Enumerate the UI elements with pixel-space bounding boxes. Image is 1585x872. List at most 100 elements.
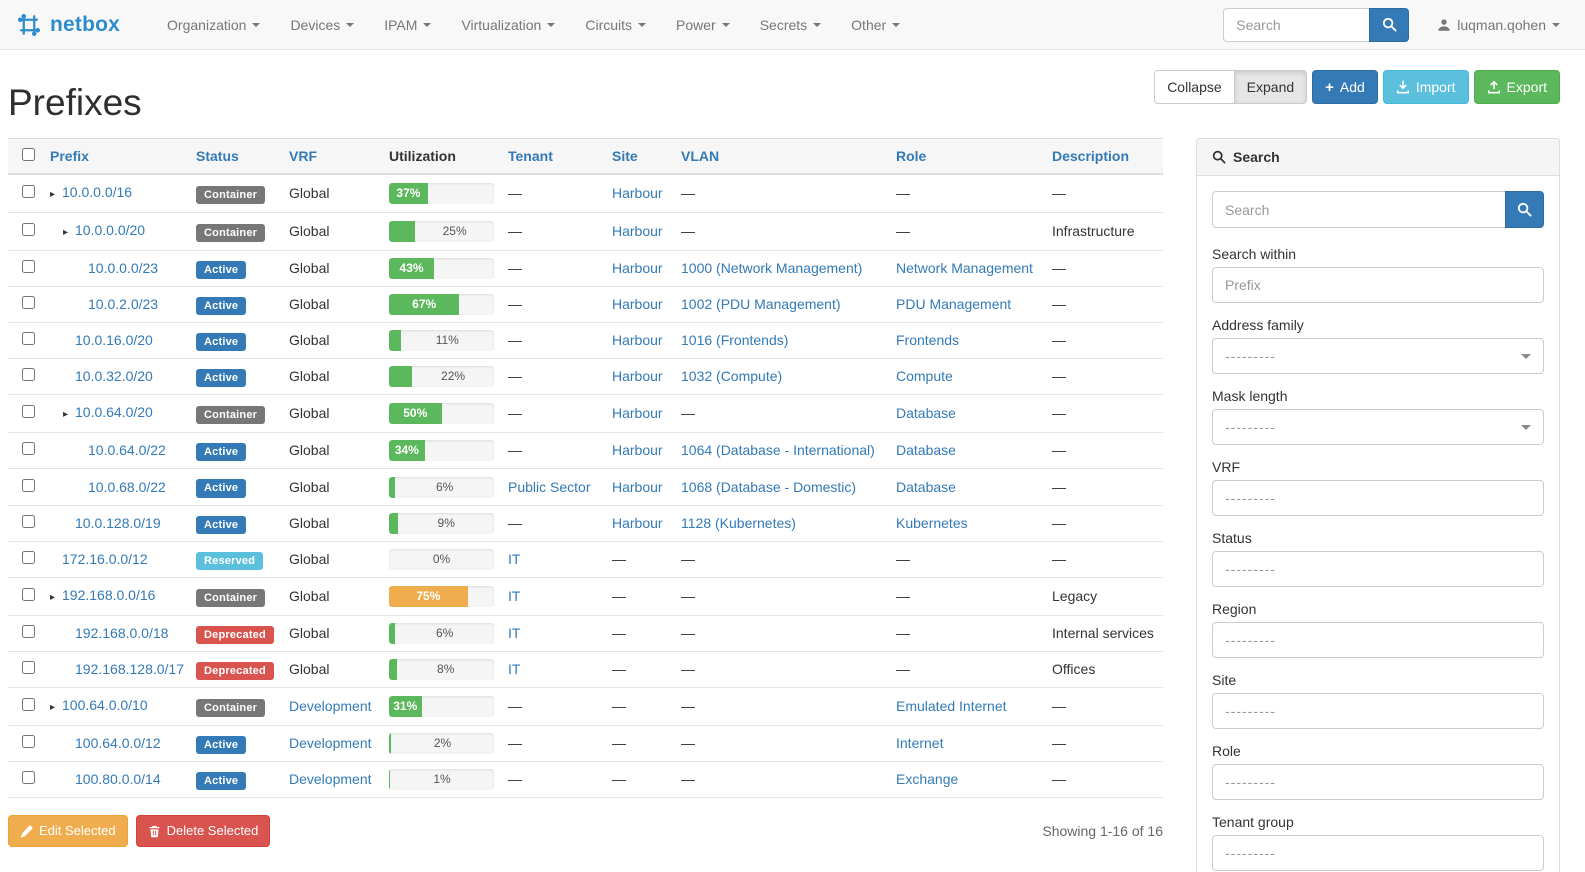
nav-item-virtualization[interactable]: Virtualization [446,0,570,50]
nav-item-devices[interactable]: Devices [275,0,369,50]
tenant-link[interactable]: IT [508,660,521,677]
role-link[interactable]: Network Management [896,260,1033,277]
prefix-link[interactable]: 172.16.0.0/12 [62,550,148,567]
filter-select-tenant-group[interactable]: --------- [1212,835,1544,871]
vlan-link[interactable]: 1068 (Database - Domestic) [681,478,857,495]
role-link[interactable]: Emulated Internet [896,697,1007,714]
netbox-logo[interactable]: netbox [15,11,120,39]
row-checkbox[interactable] [22,514,35,528]
row-checkbox[interactable] [22,332,35,346]
vrf-link[interactable]: Development [289,771,372,788]
user-menu[interactable]: luqman.qohen [1437,17,1560,33]
column-sort-status[interactable]: Status [196,148,239,164]
column-sort-site[interactable]: Site [612,148,638,164]
site-link[interactable]: Harbour [612,478,663,495]
prefix-link[interactable]: 10.0.68.0/22 [88,478,166,495]
tenant-link[interactable]: Public Sector [508,478,591,495]
site-link[interactable]: Harbour [612,442,663,459]
vlan-link[interactable]: 1032 (Compute) [681,368,783,385]
filter-select-role[interactable]: --------- [1212,764,1544,800]
row-checkbox[interactable] [22,223,35,236]
column-sort-role[interactable]: Role [896,148,927,164]
navbar-search-button[interactable] [1369,7,1410,42]
nav-item-circuits[interactable]: Circuits [570,0,661,50]
prefix-link[interactable]: 10.0.16.0/20 [75,332,153,349]
sidebar-search-input[interactable] [1212,191,1505,228]
row-checkbox[interactable] [22,660,35,674]
nav-item-ipam[interactable]: IPAM [369,0,446,50]
expand-button[interactable]: Expand [1234,70,1308,104]
prefix-link[interactable]: 10.0.64.0/22 [88,442,166,459]
nav-item-organization[interactable]: Organization [152,0,275,50]
role-link[interactable]: Frontends [896,332,960,349]
add-button[interactable]: + Add [1312,70,1378,104]
row-checkbox[interactable] [22,624,35,638]
site-link[interactable]: Harbour [612,514,663,531]
vlan-link[interactable]: 1002 (PDU Management) [681,296,841,313]
export-button[interactable]: Export [1473,70,1560,104]
nav-item-secrets[interactable]: Secrets [745,0,836,50]
row-checkbox[interactable] [22,771,35,785]
row-checkbox[interactable] [22,587,35,601]
prefix-link[interactable]: 100.64.0.0/12 [75,734,161,751]
site-link[interactable]: Harbour [612,185,663,201]
edit-selected-button[interactable]: Edit Selected [8,815,128,848]
column-sort-prefix[interactable]: Prefix [50,148,89,164]
filter-input-search-within[interactable] [1212,267,1544,303]
role-link[interactable]: Database [896,442,956,459]
row-checkbox[interactable] [22,405,35,419]
column-sort-description[interactable]: Description [1052,148,1130,164]
nav-item-power[interactable]: Power [661,0,745,50]
vlan-link[interactable]: 1016 (Frontends) [681,332,789,349]
row-checkbox[interactable] [22,296,35,310]
role-link[interactable]: Internet [896,734,944,751]
column-sort-tenant[interactable]: Tenant [508,148,553,164]
row-checkbox[interactable] [22,697,35,711]
row-checkbox[interactable] [22,368,35,382]
vlan-link[interactable]: 1000 (Network Management) [681,260,863,277]
vrf-link[interactable]: Development [289,697,372,714]
row-checkbox[interactable] [22,550,35,564]
filter-select-mask-length[interactable]: --------- [1212,409,1544,445]
filter-select-region[interactable]: --------- [1212,622,1544,658]
filter-select-site[interactable]: --------- [1212,693,1544,729]
site-link[interactable]: Harbour [612,260,663,277]
role-link[interactable]: Database [896,478,956,495]
navbar-search-input[interactable] [1223,7,1370,42]
prefix-link[interactable]: 100.80.0.0/14 [75,771,161,788]
prefix-link[interactable]: 192.168.0.0/16 [62,586,156,603]
tenant-link[interactable]: IT [508,624,521,641]
filter-select-vrf[interactable]: --------- [1212,480,1544,516]
row-checkbox[interactable] [22,442,35,456]
column-sort-vrf[interactable]: VRF [289,148,317,164]
role-link[interactable]: Kubernetes [896,514,968,531]
role-link[interactable]: PDU Management [896,296,1012,313]
tenant-link[interactable]: IT [508,587,521,604]
prefix-link[interactable]: 100.64.0.0/10 [62,696,148,713]
nav-item-other[interactable]: Other [836,0,915,50]
prefix-link[interactable]: 10.0.32.0/20 [75,368,153,385]
site-link[interactable]: Harbour [612,296,663,313]
prefix-link[interactable]: 192.168.128.0/17 [75,660,184,677]
row-checkbox[interactable] [22,260,35,274]
role-link[interactable]: Database [896,405,956,422]
prefix-link[interactable]: 10.0.64.0/20 [75,404,153,421]
row-checkbox[interactable] [22,478,35,492]
vlan-link[interactable]: 1128 (Kubernetes) [681,514,796,531]
site-link[interactable]: Harbour [612,332,663,349]
tenant-link[interactable]: IT [508,550,521,567]
site-link[interactable]: Harbour [612,405,663,422]
select-all-checkbox[interactable] [22,148,35,161]
role-link[interactable]: Compute [896,368,953,385]
prefix-link[interactable]: 10.0.2.0/23 [88,296,159,313]
column-sort-vlan[interactable]: VLAN [681,148,720,164]
row-checkbox[interactable] [22,185,35,198]
filter-select-status[interactable]: --------- [1212,551,1544,587]
vlan-link[interactable]: 1064 (Database - International) [681,442,875,459]
prefix-link[interactable]: 192.168.0.0/18 [75,624,169,641]
role-link[interactable]: Exchange [896,771,959,788]
collapse-button[interactable]: Collapse [1154,70,1235,104]
site-link[interactable]: Harbour [612,223,663,239]
prefix-link[interactable]: 10.0.128.0/19 [75,514,161,531]
delete-selected-button[interactable]: Delete Selected [135,815,271,848]
